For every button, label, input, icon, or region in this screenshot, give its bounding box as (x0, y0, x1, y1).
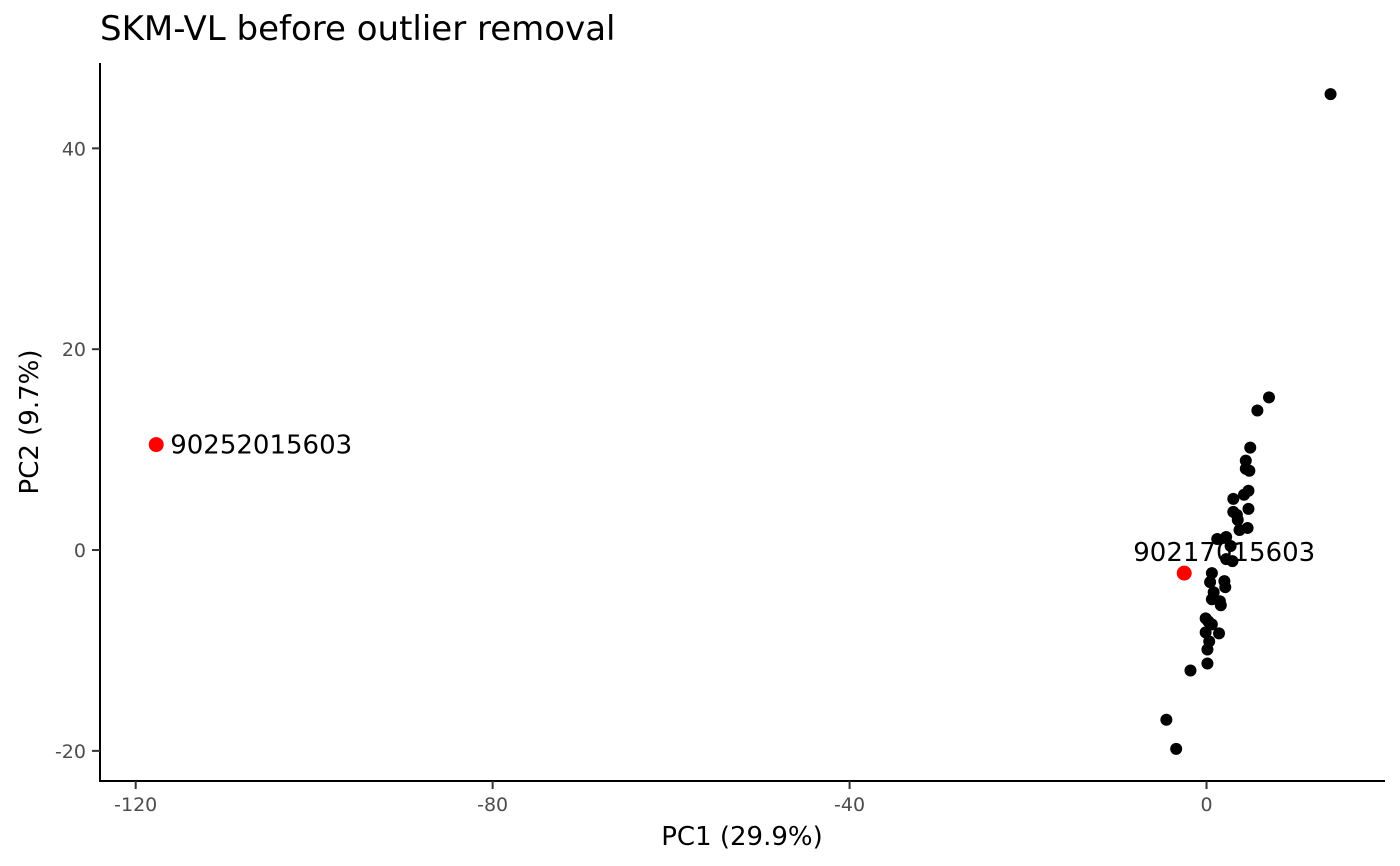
data-point (1211, 532, 1224, 545)
data-point (1324, 88, 1337, 101)
outlier-point (148, 437, 164, 453)
data-point (1213, 627, 1226, 640)
x-axis-title: PC1 (29.9%) (661, 822, 823, 852)
y-tick-label: -20 (55, 741, 86, 763)
data-point (1220, 530, 1233, 543)
data-point (1233, 523, 1246, 536)
y-tick-label: 20 (62, 339, 86, 361)
outlier-point (1176, 565, 1192, 581)
data-point (1214, 599, 1227, 612)
data-point (1238, 488, 1251, 501)
data-point (1201, 643, 1214, 656)
data-point (1201, 657, 1214, 670)
data-point (1243, 464, 1256, 477)
x-tick-label: -40 (834, 794, 865, 816)
data-point (1219, 581, 1232, 594)
y-tick-label: 0 (74, 540, 86, 562)
data-point (1251, 404, 1264, 417)
outlier-label: 90217015603 (1133, 538, 1315, 568)
data-point (1199, 626, 1212, 639)
data-point (1262, 391, 1275, 404)
data-point (1170, 742, 1183, 755)
data-point (1204, 576, 1217, 589)
data-point (1184, 664, 1197, 677)
chart-title: SKM-VL before outlier removal (100, 9, 615, 49)
data-point (1244, 441, 1257, 454)
outlier-label: 90252015603 (170, 431, 352, 461)
data-points (148, 88, 1337, 755)
data-point (1227, 492, 1240, 505)
axis-ticks: -120 -80 -40 0 -20 0 20 40 (55, 138, 1213, 816)
y-axis-title: PC2 (9.7%) (15, 350, 45, 495)
data-point (1160, 713, 1173, 726)
y-tick-label: 40 (62, 138, 86, 160)
data-point (1242, 502, 1255, 515)
x-tick-label: -120 (114, 794, 157, 816)
point-labels: 90252015603 90217015603 (170, 431, 1315, 569)
x-tick-label: 0 (1200, 794, 1212, 816)
data-point (1205, 567, 1218, 580)
data-point (1231, 513, 1244, 526)
x-tick-label: -80 (477, 794, 508, 816)
data-point (1226, 555, 1239, 568)
data-point (1224, 540, 1237, 553)
